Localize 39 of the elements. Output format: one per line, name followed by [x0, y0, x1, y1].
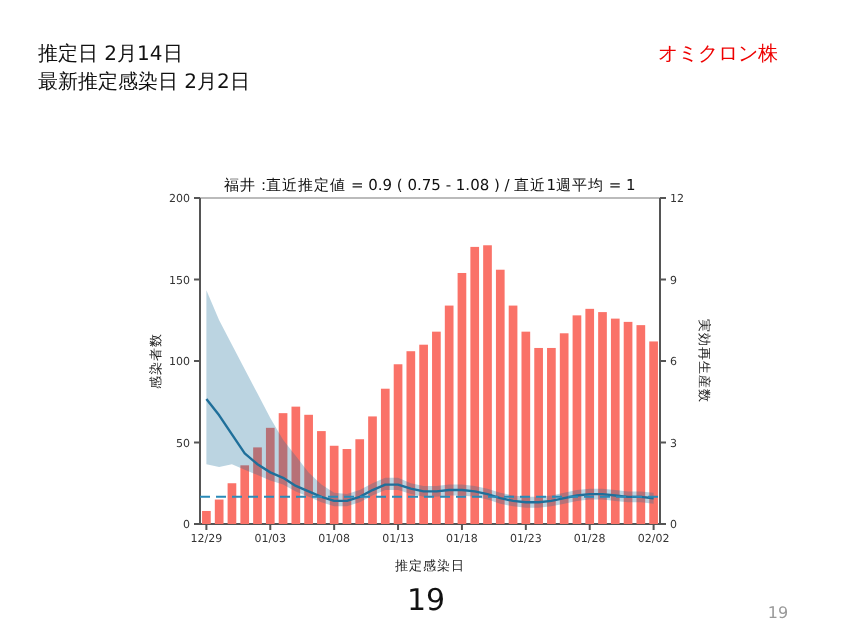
bar — [380, 388, 390, 524]
bar — [521, 331, 531, 524]
bar — [495, 269, 505, 524]
bar — [572, 315, 582, 524]
bar — [585, 308, 595, 524]
bar — [444, 305, 454, 524]
bar — [547, 347, 556, 524]
bar — [598, 312, 607, 524]
bar — [432, 331, 441, 524]
bar — [406, 351, 416, 524]
bar — [623, 321, 633, 524]
bar — [240, 465, 250, 524]
text: 最新推定感染日 2月2日 — [38, 70, 250, 94]
bar — [202, 510, 211, 524]
bar — [470, 246, 480, 524]
text: 19 — [767, 604, 789, 622]
text: オミクロン株 — [658, 42, 778, 66]
bar — [214, 499, 224, 524]
bar — [227, 483, 237, 524]
text: 推定日 2月14日 — [38, 42, 183, 66]
text: 19 — [406, 582, 446, 618]
bar — [559, 333, 569, 524]
bar — [419, 344, 428, 524]
bar — [317, 431, 326, 524]
bar — [508, 305, 518, 524]
bar — [291, 406, 301, 524]
bar — [368, 416, 377, 524]
bar — [610, 318, 620, 524]
bar — [534, 347, 543, 524]
bar — [253, 447, 262, 524]
bar — [457, 272, 467, 524]
bar — [636, 325, 646, 524]
bar — [304, 414, 313, 524]
bar — [265, 427, 275, 524]
line-series — [205, 397, 655, 504]
bar — [355, 439, 365, 524]
bar — [329, 445, 339, 524]
bar — [483, 245, 492, 524]
bar — [649, 341, 658, 524]
